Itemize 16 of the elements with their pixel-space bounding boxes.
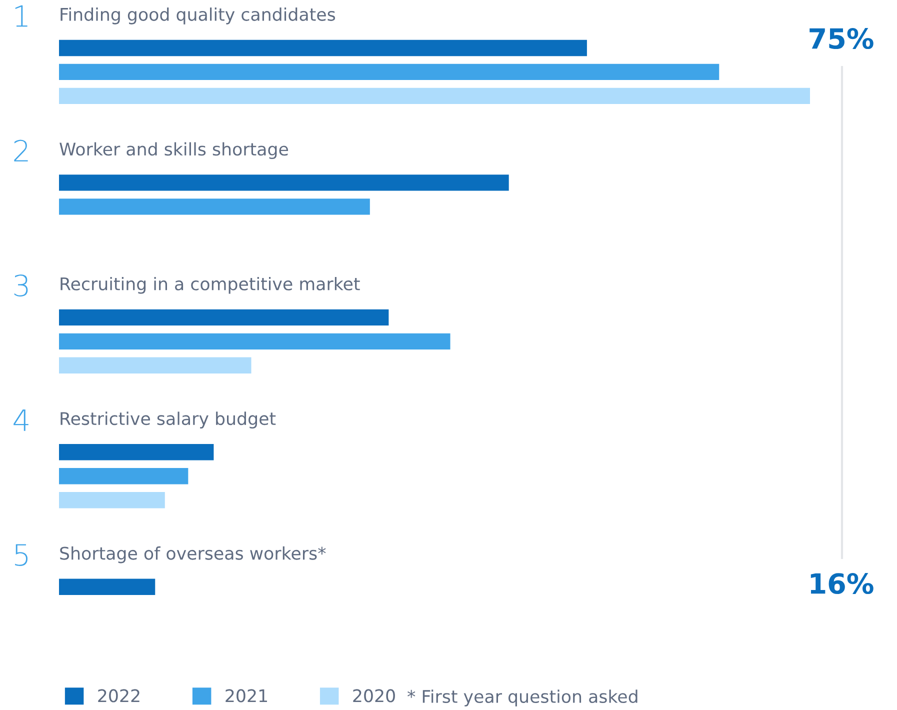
legend-label: 2021 [226,689,267,702]
y-tick-label: Worker and skills shortage [60,142,288,160]
text: * First year question asked [408,690,638,706]
y-tick-label: Finding good quality candidates [60,8,336,24]
text: 3 [14,274,28,297]
legend-label: 2022 [98,689,140,702]
annotation: 75% [810,28,874,50]
text: 5 [15,544,28,566]
text: 2 [14,140,28,162]
y-tick-label: Shortage of overseas workers* [60,546,326,564]
text: 16% [810,573,874,594]
legend-label: 2020 [353,689,395,702]
text: 4 [14,410,28,431]
y-tick-label: Recruiting in a competitive market [60,276,360,294]
text: 1 [15,5,28,27]
y-tick-label: Restrictive salary budget [60,412,276,428]
